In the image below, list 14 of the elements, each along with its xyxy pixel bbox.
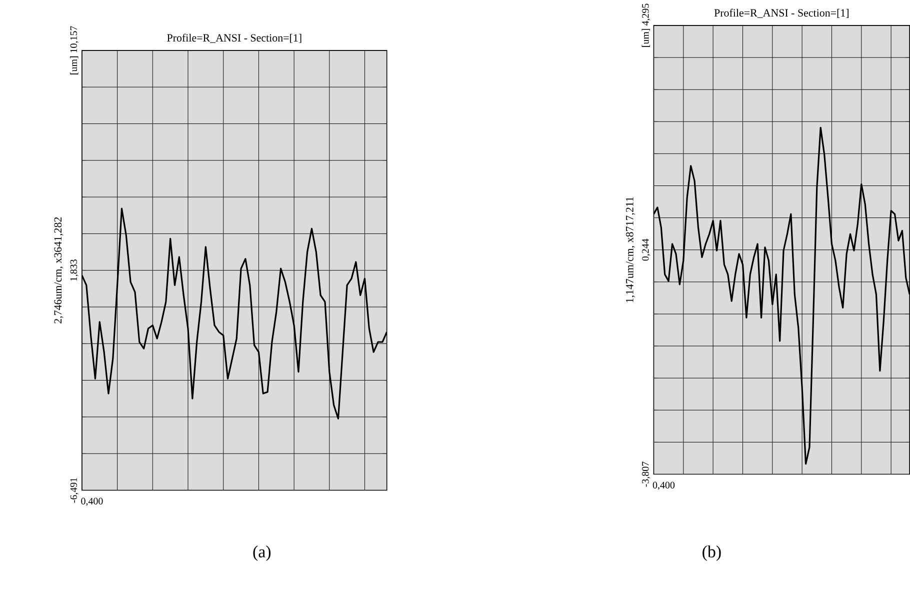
y-tick-label: -6,491 bbox=[70, 478, 78, 503]
text: 0,400 bbox=[81, 498, 103, 506]
y-axis-title: 2,746um/cm, x3641,282 bbox=[54, 217, 64, 324]
y-tick-label: 1,833 bbox=[70, 259, 78, 281]
y-tick-label: [um] 10,157 bbox=[70, 26, 78, 74]
text: 0,400 bbox=[652, 482, 675, 490]
y-tick-label: -3,807 bbox=[642, 462, 650, 487]
text: (a) bbox=[253, 545, 271, 561]
chart-title: Profile=R_ANSI - Section=[1] bbox=[714, 8, 848, 18]
y-tick-label: 0,244 bbox=[642, 238, 650, 261]
y-axis-title: 1,147um/cm, x8717,211 bbox=[626, 197, 635, 302]
chart-title: Profile=R_ANSI - Section=[1] bbox=[167, 34, 302, 43]
text: (b) bbox=[702, 545, 721, 561]
y-tick-label: [um] 4,295 bbox=[642, 4, 650, 47]
